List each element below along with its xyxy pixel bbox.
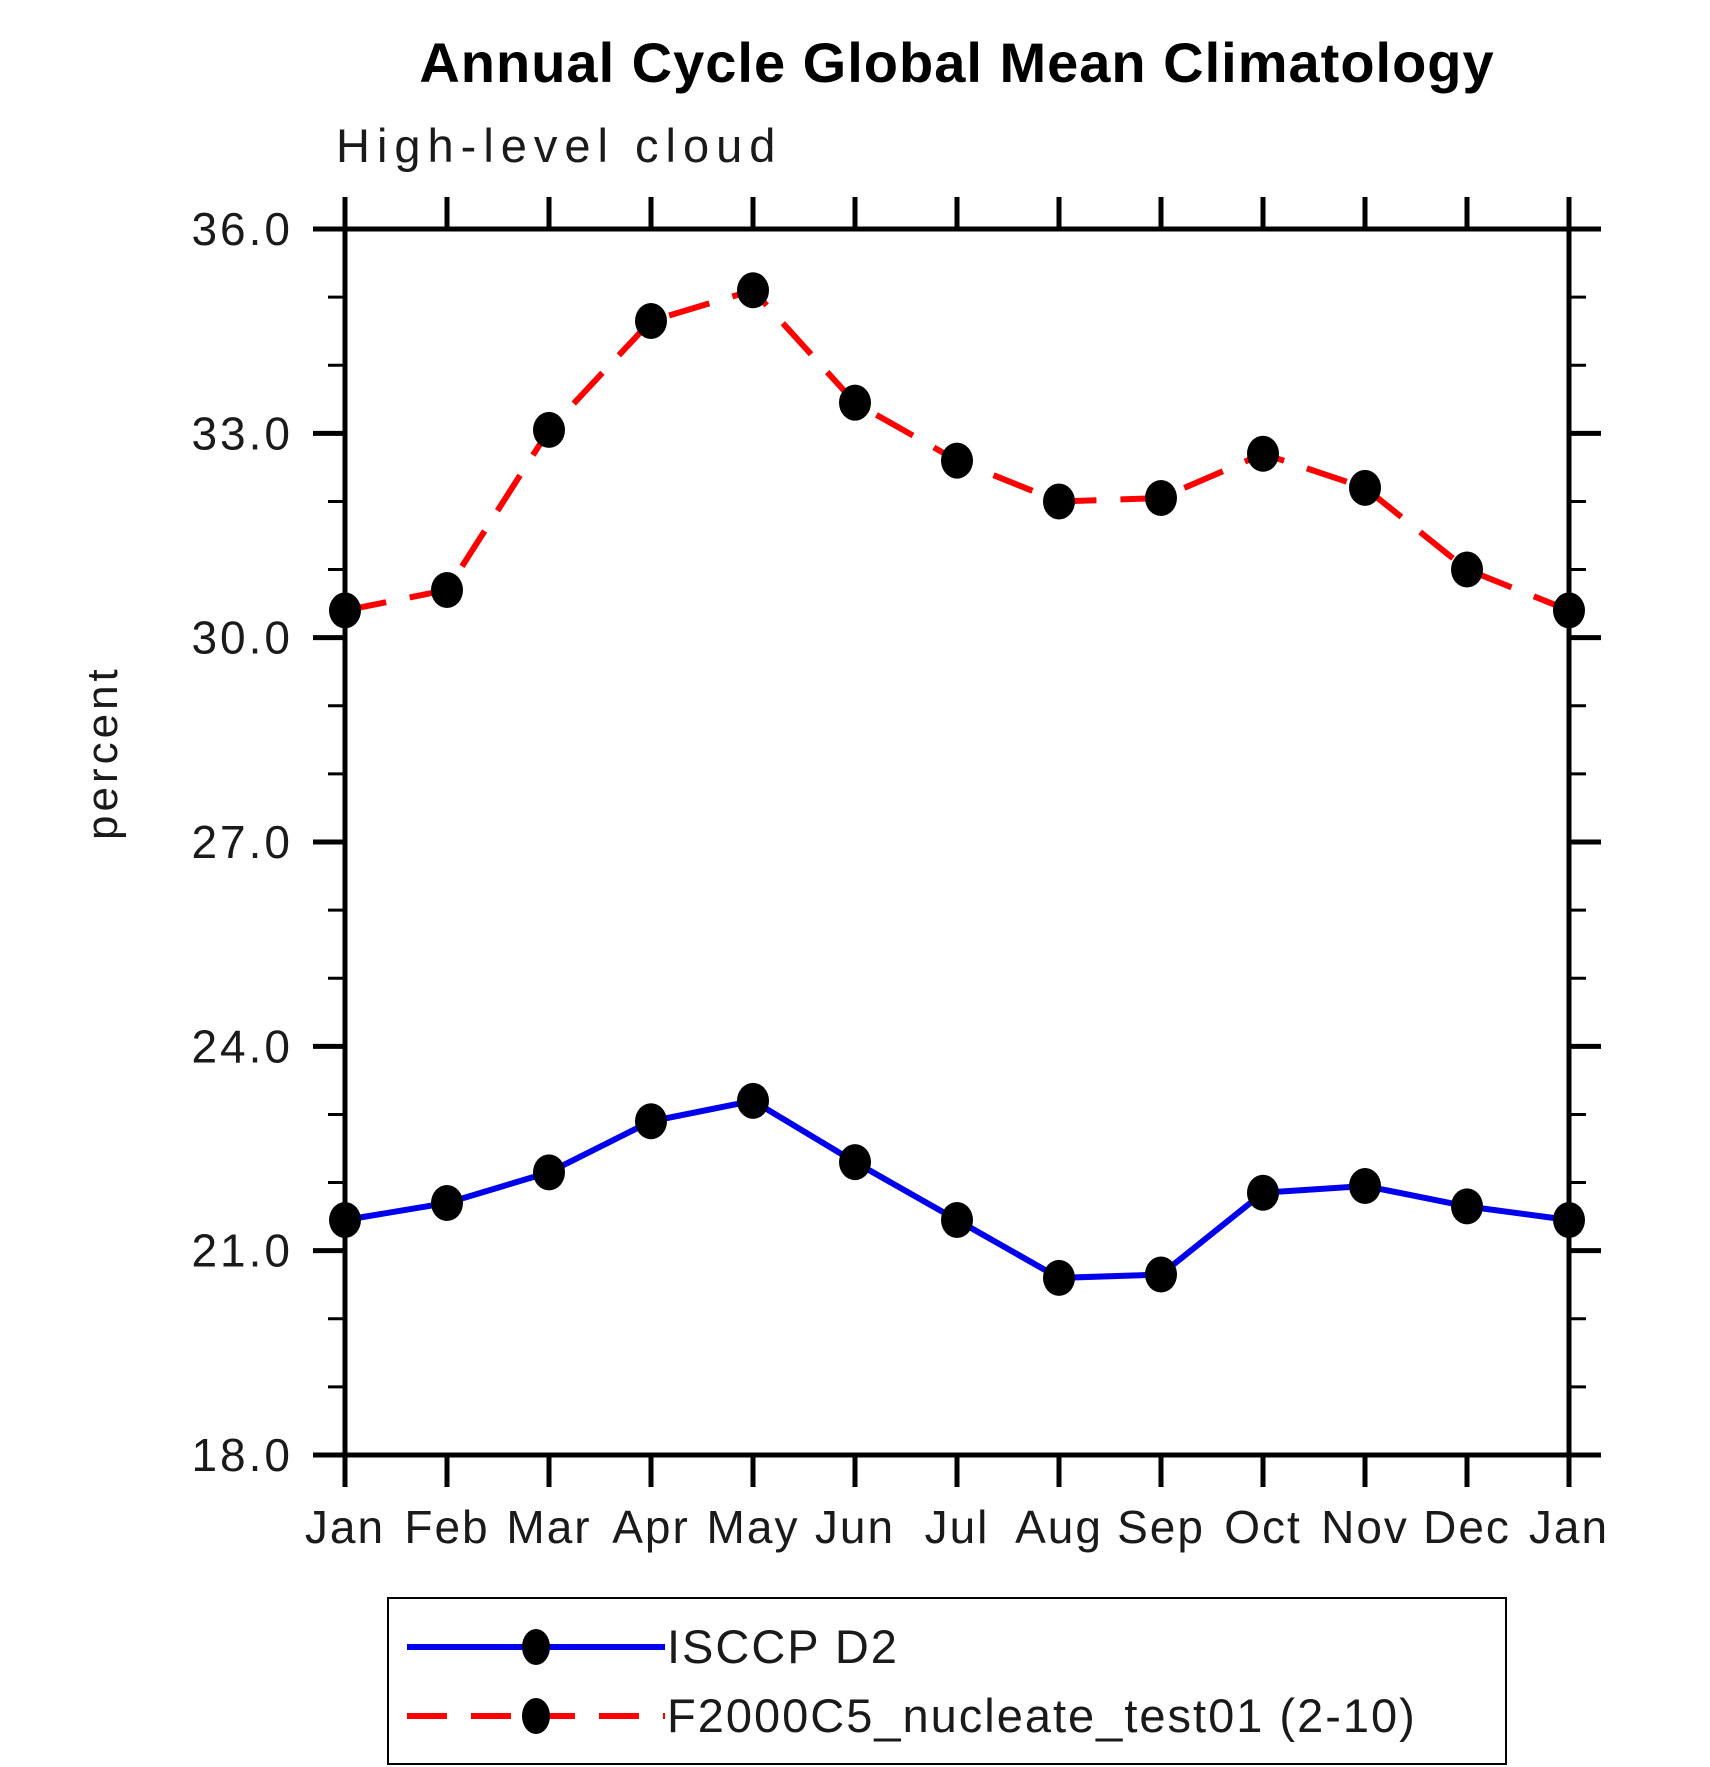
data-point-marker <box>941 1202 973 1239</box>
chart-title: Annual Cycle Global Mean Climatology <box>419 31 1495 94</box>
data-point-marker <box>329 1202 361 1239</box>
x-tick-label: Jan <box>1529 1501 1609 1553</box>
y-tick-label: 30.0 <box>191 612 293 664</box>
data-point-marker <box>737 272 769 309</box>
x-tick-label: Dec <box>1423 1501 1511 1553</box>
legend-label-f2000c5: F2000C5_nucleate_test01 (2-10) <box>667 1689 1417 1742</box>
data-point-marker <box>1043 1259 1075 1296</box>
data-point-marker <box>431 571 463 608</box>
legend-row-isccp: ISCCP D2 <box>405 1619 1505 1674</box>
x-tick-label: Jun <box>815 1501 895 1553</box>
legend-row-f2000c5: F2000C5_nucleate_test01 (2-10) <box>405 1688 1505 1743</box>
data-point-marker <box>1247 435 1279 472</box>
data-point-marker <box>1043 483 1075 520</box>
data-point-marker <box>533 1154 565 1191</box>
data-point-marker <box>941 442 973 479</box>
x-tick-label: Aug <box>1015 1501 1103 1553</box>
x-tick-label: Oct <box>1224 1501 1302 1553</box>
data-point-marker <box>1349 1167 1381 1204</box>
data-point-marker <box>1451 551 1483 588</box>
y-tick-label: 27.0 <box>191 816 293 868</box>
legend-sample-dashed-line-icon <box>407 1697 665 1734</box>
data-point-marker <box>1349 469 1381 506</box>
x-tick-label: Apr <box>612 1501 690 1553</box>
series-line-solid <box>344 1097 1570 1281</box>
data-point-marker <box>1145 480 1177 517</box>
data-point-marker <box>839 1144 871 1181</box>
x-tick-label: May <box>707 1501 800 1553</box>
legend: ISCCP D2 F2000C5_nucleate_test01 (2-10) <box>387 1597 1507 1765</box>
chart-subtitle: High-level cloud <box>336 119 783 172</box>
x-tick-label: Nov <box>1321 1501 1409 1553</box>
x-tick-label: Jul <box>925 1501 990 1553</box>
x-tick-label: Sep <box>1117 1501 1205 1553</box>
y-tick-label: 33.0 <box>191 407 293 459</box>
data-point-marker <box>1553 592 1585 629</box>
legend-sample-solid-line-icon <box>407 1628 665 1665</box>
x-tick-label: Jan <box>305 1501 385 1553</box>
data-point-marker <box>1553 1202 1585 1239</box>
data-point-marker <box>431 1184 463 1221</box>
data-point-marker <box>329 592 361 629</box>
x-tick-label: Feb <box>404 1501 489 1553</box>
y-tick-label: 36.0 <box>191 203 293 255</box>
data-point-marker <box>1145 1256 1177 1293</box>
legend-label-isccp: ISCCP D2 <box>667 1620 899 1673</box>
data-point-marker <box>1451 1188 1483 1225</box>
plot-frame <box>342 226 1572 1458</box>
y-tick-label: 24.0 <box>191 1020 293 1072</box>
data-point-marker <box>635 1103 667 1140</box>
x-tick-label: Mar <box>506 1501 591 1553</box>
data-point-marker <box>737 1082 769 1119</box>
data-point-marker <box>533 411 565 448</box>
data-point-marker <box>1247 1174 1279 1211</box>
y-tick-label: 21.0 <box>191 1225 293 1277</box>
data-point-marker <box>635 302 667 339</box>
data-point-marker <box>839 384 871 421</box>
y-tick-label: 18.0 <box>191 1429 293 1481</box>
